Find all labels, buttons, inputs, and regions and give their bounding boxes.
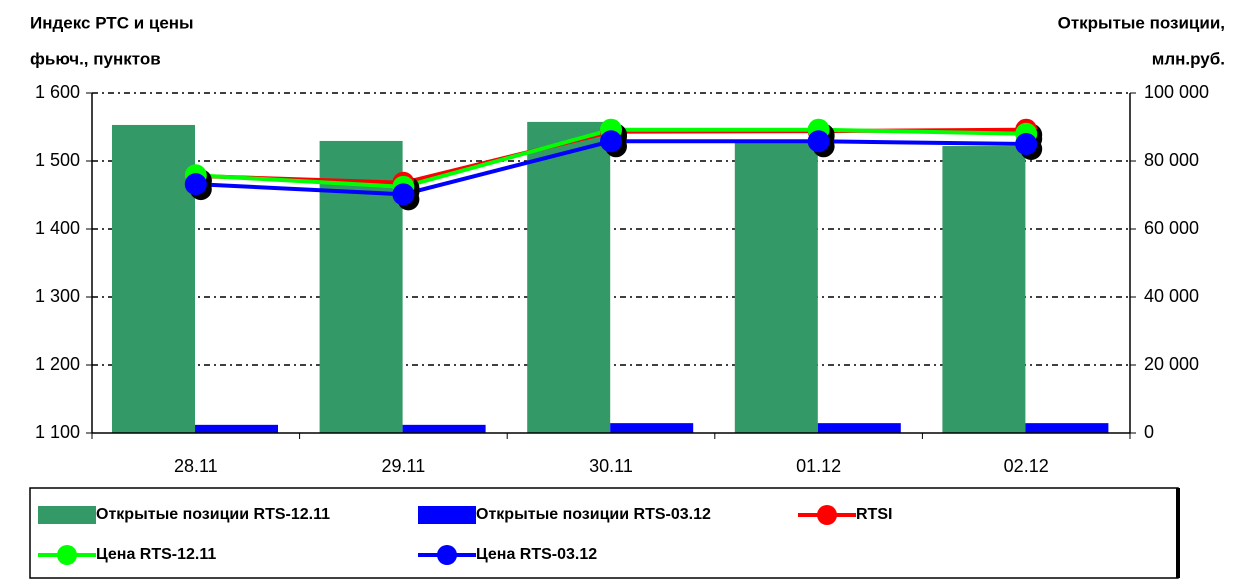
- bar: [402, 424, 486, 433]
- marker: [807, 130, 830, 153]
- bar: [817, 423, 901, 433]
- bar: [527, 121, 611, 434]
- y2-tick-label: 40 000: [1144, 286, 1199, 306]
- legend-label: Открытые позиции RTS-12.11: [96, 506, 330, 523]
- legend-marker: [817, 505, 837, 525]
- x-tick-label: 02.12: [1004, 456, 1049, 476]
- y-tick-label: 1 600: [35, 82, 80, 102]
- y-tick-label: 1 300: [35, 286, 80, 306]
- y-axis-title: фьюч., пунктов: [30, 49, 161, 68]
- bar: [1025, 423, 1109, 433]
- bar: [195, 424, 278, 433]
- marker: [392, 183, 415, 206]
- x-tick-label: 28.11: [174, 456, 218, 476]
- bar: [734, 140, 818, 433]
- y2-tick-label: 100 000: [1144, 82, 1209, 102]
- legend-swatch: [38, 506, 96, 524]
- legend-swatch: [418, 506, 476, 524]
- legend-label: RTSI: [856, 506, 892, 523]
- y2-axis-title: млн.руб.: [1152, 49, 1225, 68]
- legend-label: Открытые позиции RTS-03.12: [476, 506, 711, 523]
- y2-tick-label: 20 000: [1144, 354, 1199, 374]
- legend-box: [29, 487, 1179, 579]
- bar: [610, 423, 694, 433]
- marker: [600, 130, 622, 153]
- bar: [112, 124, 195, 434]
- legend-marker: [437, 545, 457, 565]
- y2-axis-title: Открытые позиции,: [1058, 13, 1225, 32]
- y-axis-title: Индекс РТС и цены: [30, 13, 194, 32]
- x-tick-label: 29.11: [382, 456, 426, 476]
- legend-marker: [57, 545, 77, 565]
- y-tick-label: 1 500: [35, 150, 80, 170]
- y-tick-label: 1 400: [35, 218, 80, 238]
- legend-label: Цена RTS-03.12: [476, 546, 597, 563]
- marker: [1015, 133, 1038, 155]
- y2-tick-label: 80 000: [1144, 150, 1199, 170]
- x-tick-label: 01.12: [796, 456, 841, 476]
- y2-tick-label: 0: [1144, 422, 1154, 442]
- marker: [184, 173, 207, 196]
- y-tick-label: 1 200: [35, 354, 80, 374]
- y-tick-label: 1 100: [35, 422, 80, 442]
- y2-tick-label: 60 000: [1144, 218, 1199, 238]
- x-tick-label: 30.11: [589, 456, 633, 476]
- bar: [942, 146, 1026, 434]
- legend-label: Цена RTS-12.11: [96, 546, 216, 563]
